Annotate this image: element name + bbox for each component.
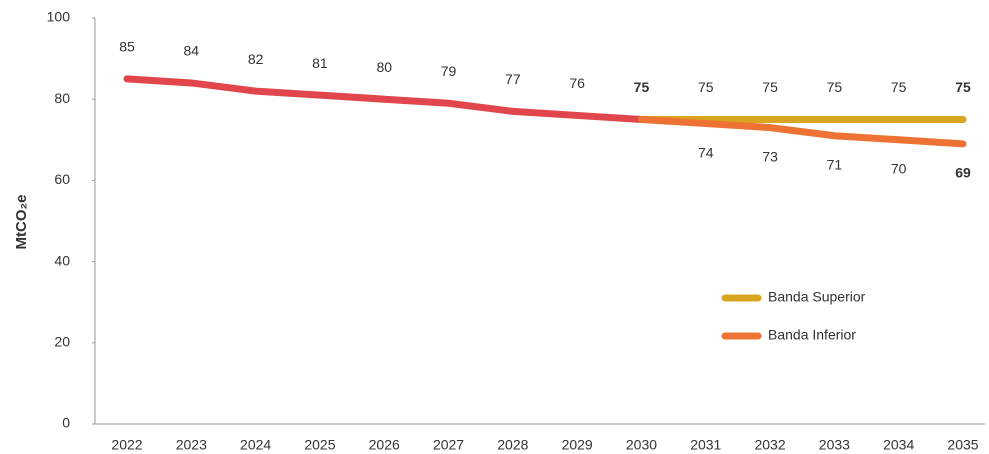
data-label: 75	[891, 79, 907, 95]
data-label: 75	[827, 79, 843, 95]
x-tick-label: 2023	[176, 437, 207, 453]
data-label: 77	[505, 71, 521, 87]
series-line	[123, 75, 645, 123]
y-tick-label: 80	[54, 90, 70, 106]
data-label: 81	[312, 55, 328, 71]
data-label: 76	[569, 75, 585, 91]
x-tick-label: 2030	[626, 437, 657, 453]
data-label: 70	[891, 161, 907, 177]
x-tick-label: 2032	[754, 437, 785, 453]
x-tick-label: 2028	[497, 437, 528, 453]
data-label: 85	[119, 39, 135, 55]
data-label: 75	[698, 79, 714, 95]
x-tick-label: 2031	[690, 437, 721, 453]
series-line	[637, 116, 967, 148]
data-label: 71	[827, 156, 843, 172]
y-tick-label: 20	[54, 334, 70, 350]
y-tick-label: 40	[54, 252, 70, 268]
data-label: 74	[698, 144, 714, 160]
data-label: 79	[441, 63, 457, 79]
legend-label: Banda Inferior	[768, 327, 856, 343]
legend-label: Banda Superior	[768, 289, 866, 305]
y-axis-label: MtCO₂e	[13, 195, 30, 250]
y-tick-label: 0	[62, 415, 70, 431]
x-tick-label: 2033	[819, 437, 850, 453]
data-label: 69	[955, 165, 971, 181]
data-label: 80	[376, 59, 392, 75]
data-label: 75	[634, 79, 650, 95]
x-tick-label: 2027	[433, 437, 464, 453]
x-tick-label: 2025	[304, 437, 335, 453]
data-label: 75	[955, 79, 971, 95]
y-tick-label: 60	[54, 171, 70, 187]
y-tick-label: 100	[47, 9, 71, 25]
x-tick-label: 2026	[369, 437, 400, 453]
data-label: 75	[762, 79, 778, 95]
x-tick-label: 2022	[111, 437, 142, 453]
x-tick-label: 2029	[562, 437, 593, 453]
x-tick-label: 2034	[883, 437, 914, 453]
x-tick-label: 2035	[947, 437, 978, 453]
data-label: 73	[762, 148, 778, 164]
data-label: 84	[184, 43, 200, 59]
data-label: 82	[248, 51, 264, 67]
x-tick-label: 2024	[240, 437, 271, 453]
